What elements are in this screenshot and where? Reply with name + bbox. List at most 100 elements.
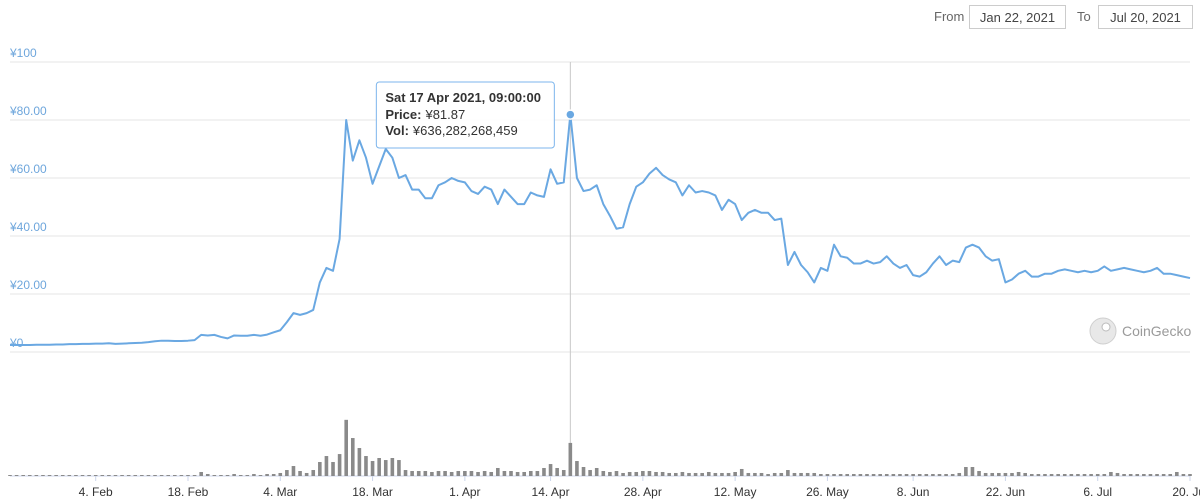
- volume-bar: [304, 472, 309, 476]
- tooltip-row-label: Vol:: [385, 123, 409, 138]
- volume-bar: [47, 475, 52, 476]
- volume-bar: [542, 467, 546, 476]
- volume-bar: [693, 472, 698, 476]
- volume-bar: [957, 472, 962, 476]
- volume-bar: [720, 472, 724, 476]
- volume-bar: [819, 474, 823, 476]
- tooltip-row: Vol: ¥636,282,268,459: [385, 123, 517, 138]
- volume-bar: [561, 470, 566, 476]
- volume-bar: [1161, 474, 1166, 476]
- y-tick-label: ¥60.00: [9, 162, 47, 176]
- volume-bar: [924, 474, 929, 476]
- volume-bar: [792, 472, 797, 476]
- volume-bar: [1128, 474, 1133, 476]
- volume-bar: [100, 475, 105, 476]
- volume-bar: [1016, 471, 1021, 476]
- x-tick-label: 6. Jul: [1083, 485, 1112, 499]
- volume-bar: [799, 472, 803, 476]
- volume-bar: [21, 475, 25, 476]
- volume-bar: [977, 471, 981, 476]
- volume-bar: [997, 472, 1001, 476]
- volume-bar: [41, 475, 45, 476]
- y-tick-label: ¥0: [9, 336, 24, 350]
- volume-bar: [1188, 474, 1192, 476]
- volume-bar: [937, 474, 942, 476]
- volume-bar: [733, 471, 737, 476]
- volume-bar: [205, 474, 210, 476]
- volume-bar: [377, 458, 381, 476]
- volume-bar: [865, 474, 869, 476]
- volume-bar: [1115, 472, 1120, 476]
- volume-bar: [258, 475, 263, 476]
- volume-bar: [515, 471, 520, 476]
- volume-bar: [594, 467, 599, 476]
- watermark: CoinGecko: [1122, 323, 1191, 339]
- volume-bar: [219, 475, 223, 476]
- tooltip-row-label: Price:: [385, 107, 421, 122]
- volume-bar: [634, 471, 639, 476]
- volume-bar: [845, 474, 850, 476]
- volume-bar: [931, 474, 935, 476]
- volume-bar: [192, 475, 197, 476]
- volume-bar: [871, 474, 876, 476]
- volume-bar: [1181, 474, 1186, 476]
- volume-bar: [851, 474, 856, 476]
- volume-bar: [245, 475, 250, 476]
- volume-bar: [265, 474, 269, 476]
- volume-bar: [944, 474, 948, 476]
- from-date-input[interactable]: Jan 22, 2021: [969, 5, 1066, 29]
- volume-bar: [983, 472, 988, 476]
- volume-bar: [27, 475, 32, 476]
- x-tick-label: 18. Mar: [352, 485, 393, 499]
- x-tick-label: 4. Mar: [263, 485, 297, 499]
- volume-bar: [700, 472, 704, 476]
- volume-bar: [838, 474, 843, 476]
- volume-bar: [133, 475, 138, 476]
- volume-bar: [1082, 474, 1087, 476]
- volume-bar: [878, 474, 882, 476]
- volume-bar: [285, 470, 289, 476]
- x-tick-label: 18. Feb: [168, 485, 209, 499]
- volume-bar: [1056, 474, 1060, 476]
- volume-bar: [107, 475, 111, 476]
- volume-bar: [647, 471, 652, 476]
- y-tick-label: ¥80.00: [9, 104, 47, 118]
- y-tick-label: ¥40.00: [9, 220, 47, 234]
- volume-bar: [746, 472, 751, 476]
- volume-bar: [680, 471, 685, 476]
- volume-bar: [502, 471, 507, 476]
- volume-bar: [805, 472, 810, 476]
- volume-bar: [212, 475, 217, 476]
- volume-bar: [456, 471, 461, 476]
- volume-bar: [430, 471, 434, 476]
- tooltip-row: Price: ¥81.87: [385, 107, 465, 122]
- volume-bar: [173, 475, 177, 476]
- volume-bar: [1076, 474, 1080, 476]
- x-tick-label: 14. Apr: [532, 485, 570, 499]
- volume-bar: [126, 475, 131, 476]
- volume-bar: [1089, 474, 1093, 476]
- volume-bar: [225, 475, 230, 476]
- volume-bar: [140, 475, 144, 476]
- volume-bar: [350, 438, 355, 476]
- volume-bar: [476, 471, 480, 476]
- volume-bar: [1049, 474, 1054, 476]
- tooltip-row-value: ¥81.87: [424, 107, 465, 122]
- volume-bar: [238, 475, 243, 476]
- to-date-input[interactable]: Jul 20, 2021: [1098, 5, 1193, 29]
- y-tick-label: ¥100: [9, 46, 37, 60]
- volume-bar: [917, 474, 922, 476]
- volume-bar: [713, 472, 718, 476]
- volume-bar: [14, 475, 19, 476]
- volume-bar: [166, 475, 171, 476]
- volume-bar: [548, 464, 553, 476]
- volume-bar: [463, 471, 467, 476]
- volume-bar: [416, 471, 421, 476]
- volume-bar: [898, 474, 902, 476]
- volume-bar: [911, 474, 915, 476]
- volume-bar: [1043, 474, 1047, 476]
- volume-bar: [153, 475, 157, 476]
- volume-bar: [568, 442, 573, 476]
